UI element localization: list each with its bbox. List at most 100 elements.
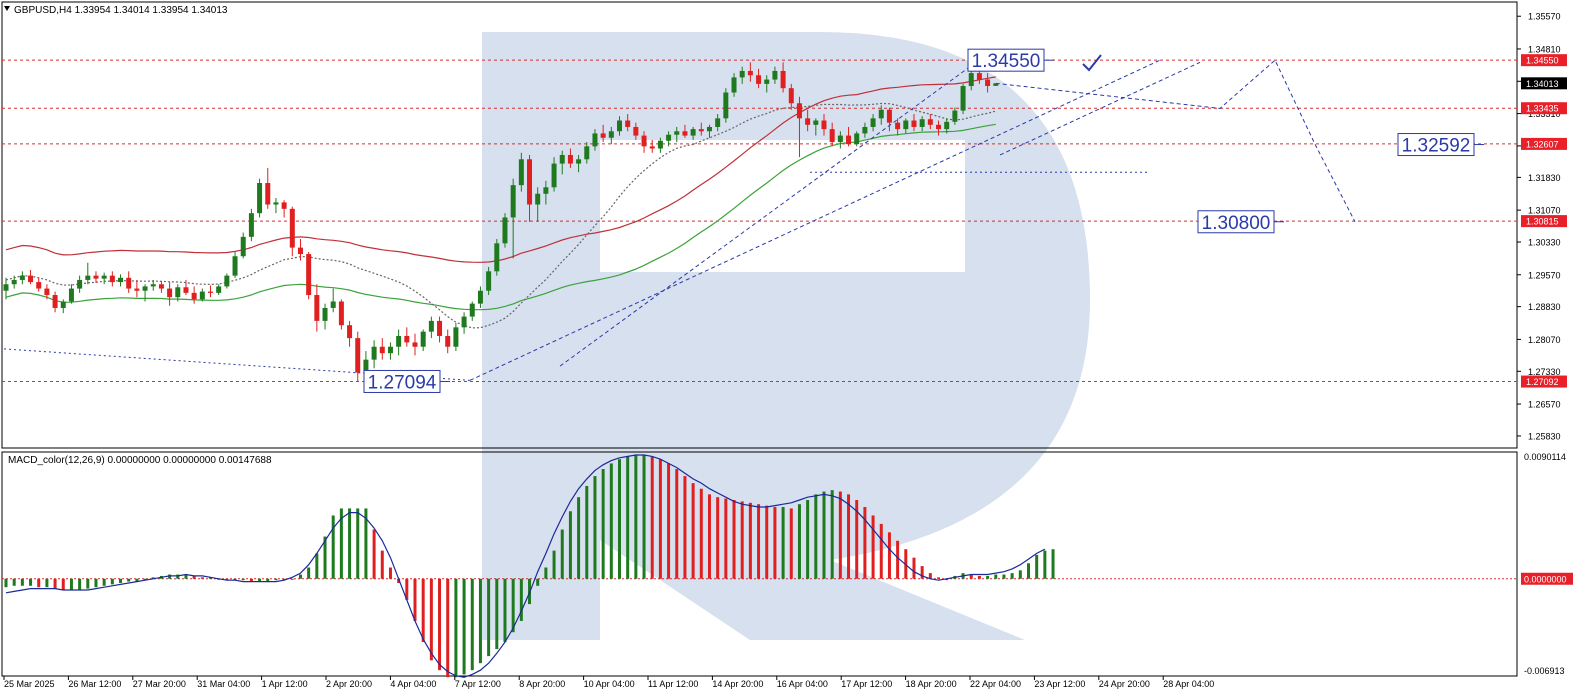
candle[interactable]: [821, 114, 827, 136]
candle[interactable]: [338, 299, 344, 330]
candle[interactable]: [625, 114, 631, 132]
candle[interactable]: [788, 83, 794, 110]
candle[interactable]: [486, 267, 492, 296]
candle[interactable]: [895, 118, 901, 136]
candle[interactable]: [919, 116, 925, 132]
candle[interactable]: [837, 131, 843, 149]
candle[interactable]: [248, 208, 254, 242]
candle[interactable]: [813, 118, 819, 136]
candle[interactable]: [698, 122, 704, 136]
candle[interactable]: [870, 114, 876, 132]
candle[interactable]: [968, 68, 974, 91]
candle[interactable]: [829, 122, 835, 147]
candle[interactable]: [437, 316, 443, 343]
candle[interactable]: [118, 274, 124, 287]
candle[interactable]: [747, 62, 753, 82]
candle[interactable]: [150, 279, 156, 291]
candle[interactable]: [330, 288, 336, 313]
candle[interactable]: [535, 187, 541, 222]
candle[interactable]: [600, 124, 606, 143]
candle[interactable]: [666, 131, 672, 147]
candle[interactable]: [502, 213, 508, 248]
candle[interactable]: [886, 107, 892, 132]
candle[interactable]: [445, 329, 451, 354]
candle[interactable]: [715, 114, 721, 132]
candle[interactable]: [396, 329, 402, 356]
candle[interactable]: [608, 126, 614, 145]
candle[interactable]: [93, 271, 99, 283]
candle[interactable]: [927, 114, 933, 130]
candle[interactable]: [191, 286, 197, 304]
candle[interactable]: [617, 116, 622, 136]
candle[interactable]: [739, 66, 745, 84]
candle[interactable]: [551, 157, 557, 192]
candle[interactable]: [772, 66, 778, 84]
candle[interactable]: [387, 342, 393, 360]
candle[interactable]: [3, 277, 9, 300]
candle[interactable]: [199, 288, 205, 302]
candle[interactable]: [232, 251, 238, 278]
candle[interactable]: [731, 73, 737, 97]
candle[interactable]: [428, 316, 434, 339]
candle[interactable]: [420, 329, 426, 352]
candle[interactable]: [297, 239, 303, 261]
candle[interactable]: [559, 150, 565, 175]
candle[interactable]: [273, 198, 279, 214]
candle[interactable]: [527, 154, 533, 222]
candle[interactable]: [216, 284, 222, 296]
candle[interactable]: [126, 271, 132, 293]
candle[interactable]: [657, 137, 663, 153]
candle[interactable]: [347, 320, 353, 347]
candle[interactable]: [756, 68, 762, 89]
candle[interactable]: [674, 126, 680, 143]
candle[interactable]: [878, 105, 884, 125]
candle[interactable]: [158, 281, 164, 293]
candle[interactable]: [543, 180, 549, 205]
candle[interactable]: [224, 273, 230, 289]
candle[interactable]: [28, 270, 34, 285]
candle[interactable]: [240, 232, 246, 259]
candle[interactable]: [322, 303, 328, 330]
candle[interactable]: [592, 129, 598, 151]
candle[interactable]: [404, 327, 410, 347]
candle[interactable]: [682, 124, 688, 138]
candle[interactable]: [142, 284, 148, 302]
candle[interactable]: [706, 124, 712, 138]
candle[interactable]: [461, 312, 467, 334]
candle[interactable]: [846, 126, 852, 147]
candle[interactable]: [469, 301, 475, 321]
candle[interactable]: [60, 299, 66, 314]
candle[interactable]: [584, 142, 590, 164]
candle[interactable]: [633, 122, 639, 140]
candle[interactable]: [85, 262, 91, 285]
candle[interactable]: [109, 271, 115, 287]
candle[interactable]: [952, 107, 958, 125]
candle[interactable]: [281, 200, 287, 218]
candle[interactable]: [314, 284, 320, 332]
candle[interactable]: [494, 239, 500, 276]
candle[interactable]: [52, 291, 58, 313]
dropdown-triangle-icon[interactable]: [4, 6, 10, 11]
candle[interactable]: [355, 331, 361, 382]
candle[interactable]: [690, 126, 696, 140]
candle[interactable]: [68, 284, 74, 304]
candle[interactable]: [510, 178, 516, 259]
candle[interactable]: [11, 275, 17, 289]
candle[interactable]: [805, 109, 811, 132]
candlestick-series[interactable]: [3, 62, 999, 382]
candle[interactable]: [993, 83, 999, 86]
candle[interactable]: [265, 167, 271, 209]
candle[interactable]: [960, 83, 966, 115]
candle[interactable]: [985, 73, 991, 93]
candle[interactable]: [208, 285, 213, 298]
candle[interactable]: [306, 251, 312, 300]
candle[interactable]: [36, 277, 42, 292]
candle[interactable]: [175, 284, 181, 302]
candle[interactable]: [796, 96, 802, 158]
candle[interactable]: [44, 284, 50, 300]
candle[interactable]: [780, 62, 786, 93]
candle[interactable]: [518, 152, 524, 192]
macd-panel[interactable]: [2, 454, 1517, 678]
candle[interactable]: [641, 131, 647, 153]
